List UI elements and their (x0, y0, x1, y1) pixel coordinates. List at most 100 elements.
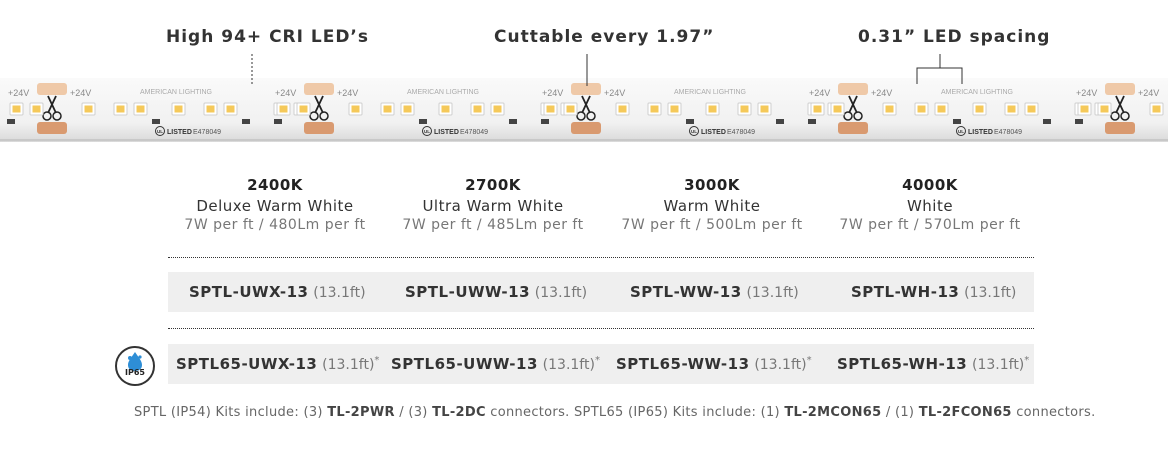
led-phosphor (566, 105, 575, 113)
led-phosphor (473, 105, 482, 113)
ul-text: UL (958, 129, 964, 134)
led-phosphor (383, 105, 392, 113)
temp-col-2700: 2700K Ultra Warm White 7W per ft / 485Lm… (383, 176, 603, 233)
voltage-label: +24V (542, 88, 563, 98)
product-code: SPTL-WH-13 (851, 283, 960, 301)
solder-pad (571, 122, 601, 134)
voltage-label: +24V (1138, 88, 1159, 98)
product-code: SPTL65-UWW-13 (391, 355, 538, 373)
cert-number: E478049 (460, 129, 488, 136)
resistor (419, 119, 427, 124)
resistor (808, 119, 816, 124)
cert-number: E478049 (994, 129, 1022, 136)
callout-cri: High 94+ CRI LED’s (166, 27, 370, 47)
resistor (7, 119, 15, 124)
led-phosphor (546, 105, 555, 113)
temp-specs: 7W per ft / 500Lm per ft (621, 217, 803, 233)
ul-text: UL (424, 129, 430, 134)
scissors-icon (853, 111, 863, 121)
resistor (509, 119, 517, 124)
brand-text: AMERICAN LIGHTING (407, 89, 479, 96)
led-phosphor (975, 105, 984, 113)
cert-number: E478049 (193, 129, 221, 136)
product-cell: SPTL65-UWW-13 (13.1ft)* (391, 344, 600, 384)
led-phosphor (760, 105, 769, 113)
led-phosphor (403, 105, 412, 113)
led-phosphor (279, 105, 288, 113)
footnote-text: connectors. (1011, 405, 1096, 420)
resistor (1075, 119, 1083, 124)
product-length: (13.1ft) (972, 357, 1025, 373)
product-cell: SPTL-WH-13 (13.1ft) (851, 272, 1016, 312)
scissors-icon (319, 111, 329, 121)
temp-kelvin: 4000K (902, 176, 958, 194)
product-cell: SPTL-UWW-13 (13.1ft) (405, 272, 587, 312)
led-phosphor (226, 105, 235, 113)
scissors-icon (1115, 95, 1125, 114)
led-phosphor (493, 105, 502, 113)
led-phosphor (136, 105, 145, 113)
product-code: SPTL-UWW-13 (405, 283, 531, 301)
led-phosphor (84, 105, 93, 113)
product-length: (13.1ft) (964, 285, 1017, 301)
footnote-mark: * (1024, 355, 1030, 366)
resistor (776, 119, 784, 124)
solder-pad (304, 83, 334, 95)
scissors-icon (576, 111, 586, 121)
solder-pad (1105, 83, 1135, 95)
brand-text: AMERICAN LIGHTING (674, 89, 746, 96)
callout-spacing: 0.31” LED spacing (858, 27, 1051, 47)
led-phosphor (1080, 105, 1089, 113)
water-drop-icon (128, 352, 142, 371)
listed-text: LISTED (701, 129, 726, 136)
scissors-icon (52, 111, 62, 121)
cert-number: E478049 (727, 129, 755, 136)
temp-kelvin: 2700K (465, 176, 521, 194)
temp-col-4000: 4000K White 7W per ft / 570Lm per ft (820, 176, 1040, 233)
voltage-label: +24V (337, 88, 358, 98)
voltage-label: +24V (8, 88, 29, 98)
product-cell: SPTL65-WW-13 (13.1ft)* (616, 344, 812, 384)
voltage-label: +24V (1076, 88, 1097, 98)
ul-text: UL (157, 129, 163, 134)
temp-kelvin: 2400K (247, 176, 303, 194)
led-phosphor (206, 105, 215, 113)
product-length: (13.1ft) (746, 285, 799, 301)
ul-logo (422, 126, 432, 136)
solder-pad (37, 122, 67, 134)
scissors-icon (586, 111, 596, 121)
led-phosphor (1152, 105, 1161, 113)
ul-logo (155, 126, 165, 136)
scissors-icon (1110, 111, 1120, 121)
led-phosphor (618, 105, 627, 113)
ul-logo (956, 126, 966, 136)
led-phosphor (116, 105, 125, 113)
led-phosphor (937, 105, 946, 113)
sptl65-row: SPTL65-UWX-13 (13.1ft)* SPTL65-UWW-13 (1… (168, 344, 1034, 384)
divider (168, 257, 1034, 258)
voltage-label: +24V (809, 88, 830, 98)
solder-pad (838, 122, 868, 134)
resistor (953, 119, 961, 124)
voltage-label: +24V (871, 88, 892, 98)
resistor (152, 119, 160, 124)
led-phosphor (917, 105, 926, 113)
ul-text: UL (691, 129, 697, 134)
led-phosphor (12, 105, 21, 113)
product-code: SPTL65-WH-13 (837, 355, 968, 373)
solder-pad (37, 83, 67, 95)
temp-name: Warm White (663, 197, 761, 215)
led-phosphor (32, 105, 41, 113)
solder-pad (838, 83, 868, 95)
resistor (686, 119, 694, 124)
temp-kelvin: 3000K (684, 176, 740, 194)
led-phosphor (833, 105, 842, 113)
scissors-icon (47, 95, 57, 114)
footnote-text: SPTL (IP54) Kits include: (3) (134, 405, 328, 420)
led-phosphor (1007, 105, 1016, 113)
scissors-icon (1120, 111, 1130, 121)
led-phosphor (1100, 105, 1109, 113)
product-code: SPTL65-UWX-13 (176, 355, 318, 373)
led-phosphor (708, 105, 717, 113)
